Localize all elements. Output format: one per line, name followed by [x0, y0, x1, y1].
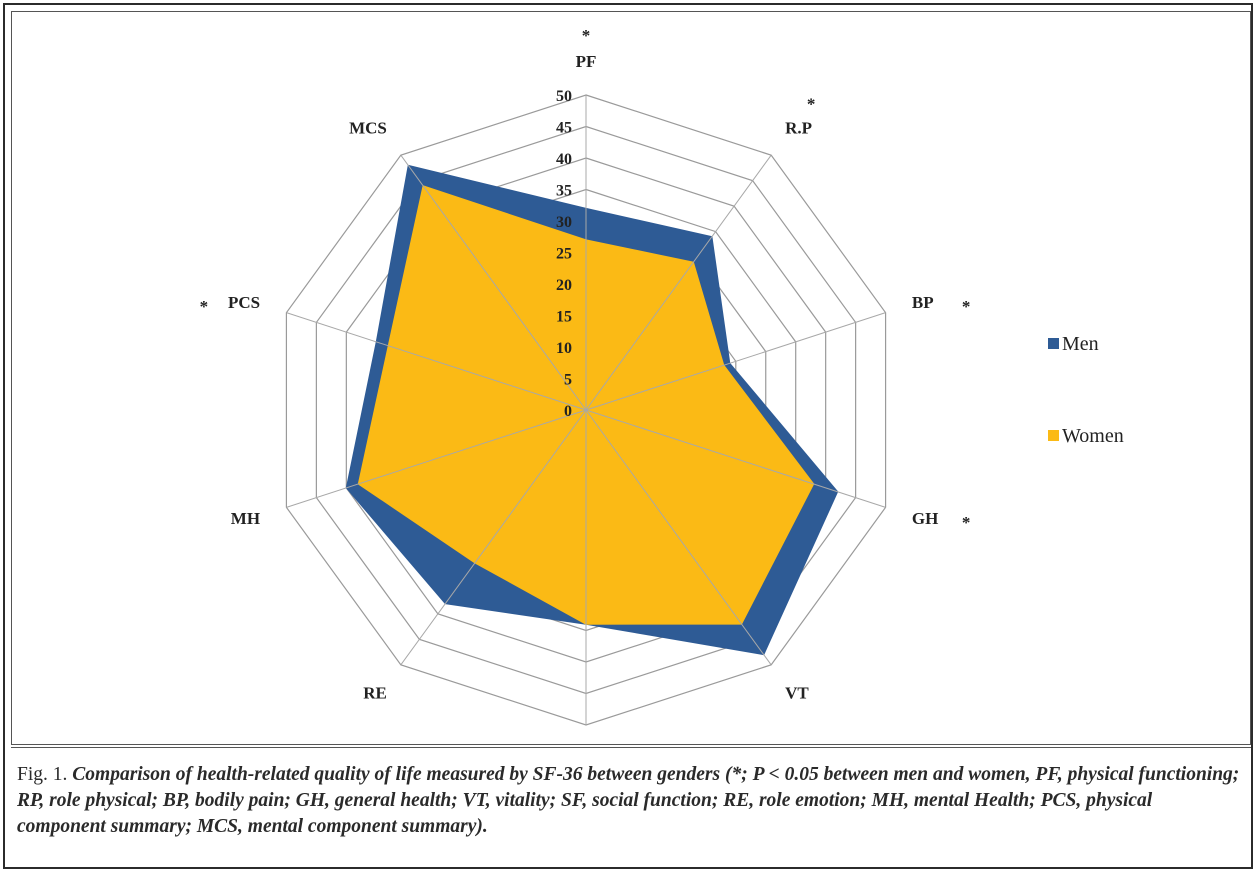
significance-marker-rp: *	[807, 95, 816, 114]
tick-label-10: 10	[556, 340, 572, 357]
tick-label-30: 30	[556, 214, 572, 231]
axis-label-bp: BP	[912, 293, 934, 312]
tick-label-50: 50	[556, 88, 572, 105]
tick-label-20: 20	[556, 277, 572, 294]
spoke-gh	[585, 409, 886, 508]
axis-label-re: RE	[363, 683, 387, 702]
spoke-pcs	[286, 312, 587, 411]
legend-swatch-women	[1048, 430, 1059, 441]
caption-text: Comparison of health-related quality of …	[17, 764, 1240, 837]
tick-label-35: 35	[556, 183, 572, 200]
axis-label-rp: R.P	[785, 119, 812, 138]
significance-marker-gh: *	[962, 513, 971, 532]
tick-label-45: 45	[556, 120, 572, 137]
spoke-bp	[585, 312, 886, 411]
significance-marker-pf: *	[582, 26, 591, 45]
tick-label-15: 15	[556, 309, 572, 326]
axis-label-pcs: PCS	[228, 293, 260, 312]
axis-label-mcs: MCS	[349, 119, 387, 138]
tick-label-25: 25	[556, 246, 572, 263]
legend-swatch-men	[1048, 338, 1059, 349]
spoke-mcs	[400, 154, 587, 411]
spoke-re	[400, 409, 587, 666]
axis-label-gh: GH	[912, 509, 938, 528]
axis-label-mh: MH	[231, 509, 260, 528]
tick-label-40: 40	[556, 151, 572, 168]
significance-marker-pcs: *	[200, 297, 209, 316]
spoke-vt	[585, 409, 772, 666]
caption-prefix: Fig. 1.	[17, 764, 73, 785]
legend-label-women: Women	[1062, 425, 1124, 447]
spoke-rp	[585, 154, 772, 411]
axis-label-pf: PF	[576, 52, 597, 71]
tick-label-5: 5	[564, 372, 572, 389]
tick-label-0: 0	[564, 403, 572, 420]
legend-label-men: Men	[1062, 333, 1099, 355]
axis-label-vt: VT	[785, 683, 809, 702]
significance-marker-bp: *	[962, 297, 971, 316]
figure-caption: Fig. 1. Comparison of health-related qua…	[11, 747, 1251, 865]
spoke-mh	[286, 409, 587, 508]
